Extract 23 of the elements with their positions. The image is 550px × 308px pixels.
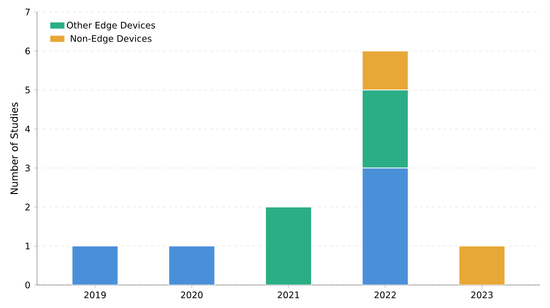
x-tick-label: 2019 — [84, 292, 106, 298]
legend-label: Other Edge Devices — [66, 22, 156, 30]
bar — [362, 50, 409, 90]
bar — [458, 246, 506, 285]
y-tick-label: 4 — [25, 126, 30, 132]
y-tick-label: 7 — [26, 8, 30, 16]
y-axis-title: Number of Studies — [10, 102, 18, 194]
bar — [265, 206, 312, 285]
x-tick-label: 2022 — [374, 292, 396, 298]
y-tick-label: 6 — [25, 48, 30, 54]
legend-label: Non-Edge Devices — [70, 34, 152, 44]
x-tick-label: 2023 — [471, 292, 493, 298]
y-tick-label: 0 — [25, 282, 30, 288]
bar — [72, 246, 118, 285]
y-tick-label: 2 — [25, 204, 30, 210]
bar — [362, 168, 409, 285]
x-tick-label: 2020 — [181, 292, 203, 298]
x-tick-label: 2021 — [278, 292, 300, 298]
y-tick-label: 1 — [26, 242, 30, 250]
y-tick-label: 3 — [25, 164, 30, 172]
bar — [362, 90, 409, 168]
bar — [168, 246, 216, 285]
y-tick-label: 5 — [25, 86, 30, 94]
